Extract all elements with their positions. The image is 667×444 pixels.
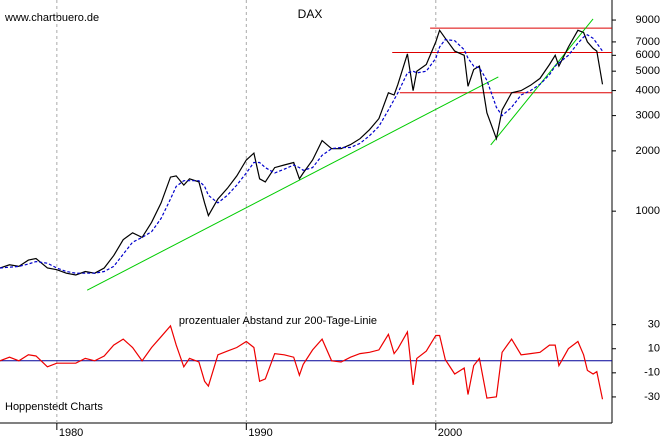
series-line bbox=[0, 28, 604, 276]
y-tick-label: 4000 bbox=[636, 84, 660, 96]
source: www.chartbuero.de bbox=[4, 12, 99, 24]
series-line bbox=[0, 324, 604, 400]
trend-line bbox=[86, 76, 499, 291]
y-tick-label: 1000 bbox=[636, 205, 660, 217]
y-tick-label: 30 bbox=[648, 319, 660, 331]
y-tick-label: 10 bbox=[648, 343, 660, 355]
annotation: Hoppenstedt Charts bbox=[5, 401, 103, 413]
x-tick-label: 1990 bbox=[248, 427, 272, 439]
y-tick-label: -30 bbox=[644, 391, 660, 403]
panel-title: prozentualer Abstand zur 200-Tage-Linie bbox=[179, 315, 377, 327]
x-tick-label: 2000 bbox=[438, 427, 462, 439]
y-tick-label: 3000 bbox=[636, 110, 660, 122]
x-tick-label: 1980 bbox=[59, 427, 83, 439]
trend-line bbox=[490, 18, 594, 146]
y-tick-label: 5000 bbox=[636, 65, 660, 77]
y-tick-label: -10 bbox=[644, 367, 660, 379]
series-line bbox=[0, 34, 603, 274]
y-tick-label: 7000 bbox=[636, 36, 660, 48]
chart-title: DAX bbox=[298, 7, 323, 21]
y-tick-label: 2000 bbox=[636, 145, 660, 157]
y-tick-label: 9000 bbox=[636, 14, 660, 26]
y-tick-label: 6000 bbox=[636, 49, 660, 61]
